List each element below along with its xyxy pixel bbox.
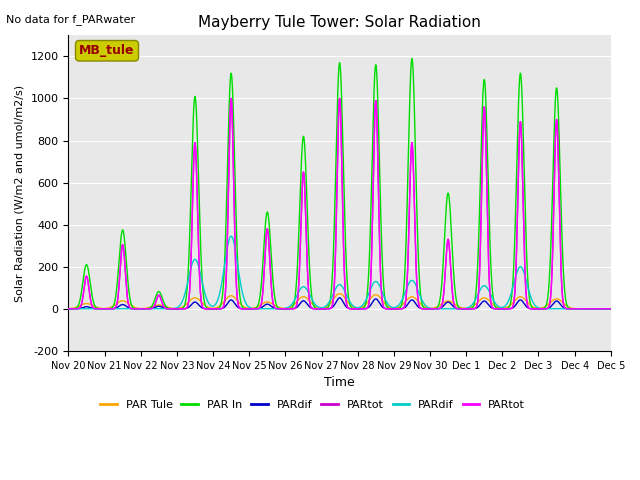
Title: Mayberry Tule Tower: Solar Radiation: Mayberry Tule Tower: Solar Radiation — [198, 15, 481, 30]
X-axis label: Time: Time — [324, 376, 355, 389]
Text: MB_tule: MB_tule — [79, 44, 135, 57]
Y-axis label: Solar Radiation (W/m2 and umol/m2/s): Solar Radiation (W/m2 and umol/m2/s) — [15, 84, 25, 301]
Text: No data for f_PARwater: No data for f_PARwater — [6, 14, 136, 25]
Legend: PAR Tule, PAR In, PARdif, PARtot, PARdif, PARtot: PAR Tule, PAR In, PARdif, PARtot, PARdif… — [95, 396, 529, 415]
